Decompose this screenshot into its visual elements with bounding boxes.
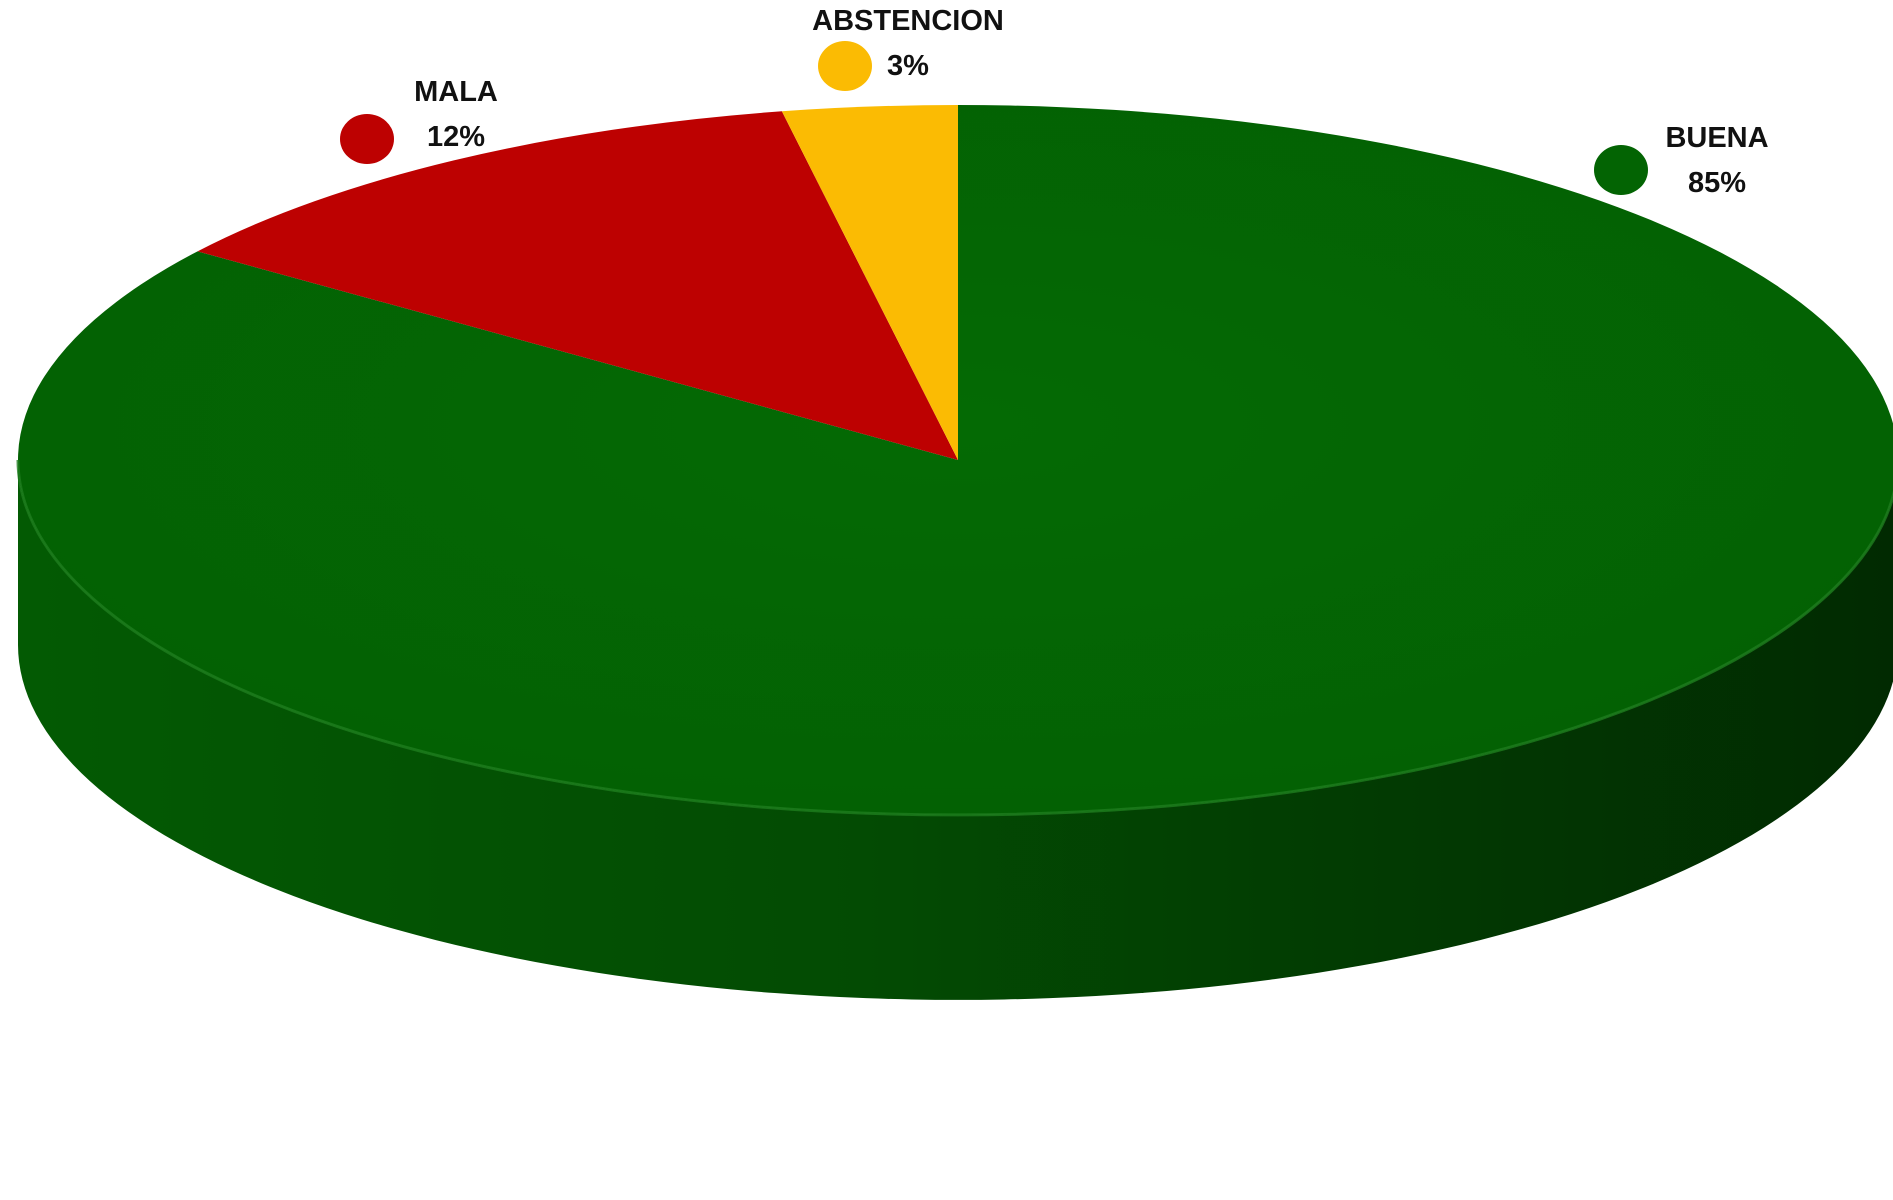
legend-key-buena bbox=[1594, 145, 1648, 195]
pie-labels: BUENA 85% MALA 12% ABSTENCION 3% bbox=[340, 5, 1769, 199]
pie-slice-buena bbox=[18, 105, 1893, 815]
pie-side-wall-front bbox=[18, 460, 1893, 1000]
slice-label-buena: BUENA bbox=[1665, 122, 1768, 154]
pie-slice-mala bbox=[197, 111, 958, 460]
slice-value-buena: 85% bbox=[1688, 167, 1746, 199]
pie-slice-abstencion bbox=[781, 105, 958, 460]
slice-label-abstencion: ABSTENCION bbox=[812, 5, 1004, 37]
slice-label-mala: MALA bbox=[414, 76, 498, 108]
slice-value-mala: 12% bbox=[427, 121, 485, 153]
pie-side-wall bbox=[18, 460, 1893, 1000]
pie-rim-highlight bbox=[16, 459, 1893, 817]
legend-key-mala bbox=[340, 114, 394, 164]
slice-value-abstencion: 3% bbox=[887, 50, 929, 82]
legend-key-abstencion bbox=[818, 41, 872, 91]
pie-top-face bbox=[16, 105, 1893, 817]
